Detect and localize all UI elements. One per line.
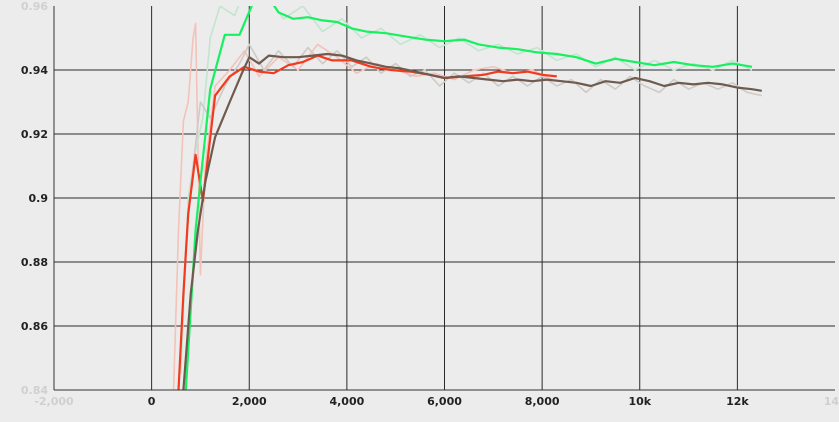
raw-series-lines <box>172 6 762 390</box>
y-tick-label: 0.9 <box>29 192 49 205</box>
series-2-raw-line <box>180 6 753 375</box>
y-tick-label: 0.86 <box>21 320 48 333</box>
x-tick-labels: -2,000 0 2,000 4,000 6,000 8,000 10k 12k 14k <box>34 395 839 408</box>
y-tick-label: 0.96 <box>21 0 48 13</box>
y-tick-label: 0.84 <box>21 384 48 397</box>
grid-lines <box>54 6 835 390</box>
series-1-smoothed-line <box>177 54 557 390</box>
y-tick-label: 0.92 <box>21 128 48 141</box>
series-3-smoothed-line <box>182 52 762 390</box>
x-tick-label: 6,000 <box>427 395 462 408</box>
series-2-smoothed-line <box>184 6 753 390</box>
x-tick-label: 4,000 <box>329 395 364 408</box>
y-tick-labels: 0.84 0.86 0.88 0.9 0.92 0.94 0.96 <box>21 0 48 397</box>
x-tick-label: 14k <box>824 395 839 408</box>
y-tick-label: 0.88 <box>21 256 48 269</box>
x-tick-label: 2,000 <box>232 395 267 408</box>
x-tick-label: 10k <box>628 395 651 408</box>
smoothed-series-lines <box>177 6 762 390</box>
series-1-raw-line <box>172 22 553 390</box>
x-tick-label: 0 <box>148 395 156 408</box>
series-3-raw-line <box>177 43 762 390</box>
x-tick-label: 8,000 <box>525 395 560 408</box>
y-tick-label: 0.94 <box>21 64 48 77</box>
x-tick-label: -2,000 <box>34 395 74 408</box>
x-tick-label: 12k <box>726 395 749 408</box>
